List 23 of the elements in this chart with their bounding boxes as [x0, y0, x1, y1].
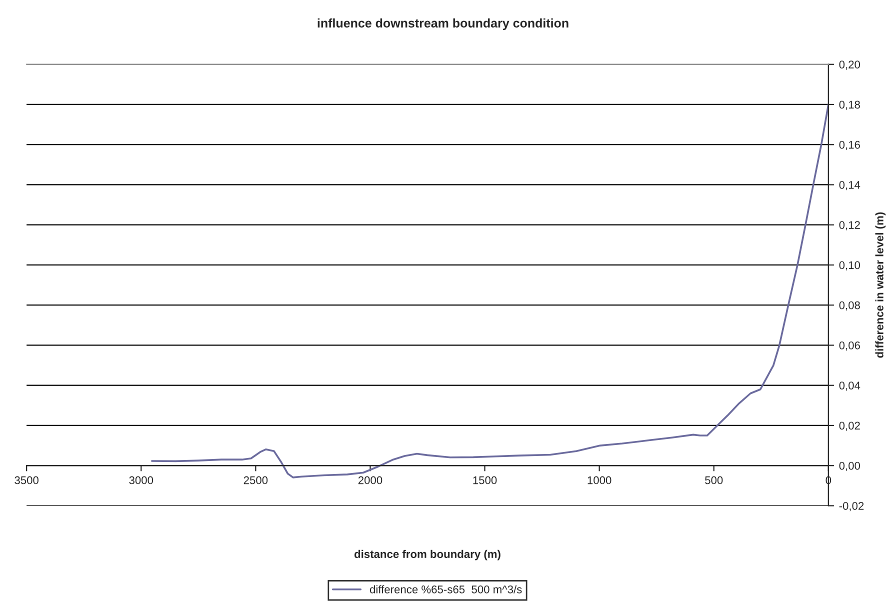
x-axis-title: distance from boundary (m) [354, 550, 500, 560]
y-axis-title: difference in water level (m) [875, 212, 886, 358]
x-tick-label: 500 [705, 476, 723, 484]
y-tick-label: 0,16 [839, 140, 860, 150]
y-tick-label: 0,00 [839, 462, 860, 472]
y-tick-label: 0,06 [839, 342, 860, 351]
y-tick-label: 0,20 [839, 60, 860, 70]
y-tick-label: 0,10 [839, 261, 860, 270]
y-tick-label: 0,04 [839, 382, 860, 391]
chart-title: influence downstream boundary condition [318, 18, 568, 30]
x-tick-label: 1500 [473, 476, 497, 484]
y-tick-label: 0,02 [839, 422, 860, 431]
y-tick-label: 0,18 [839, 100, 860, 110]
x-tick-label: 3500 [14, 476, 39, 484]
y-tick-label: 0,08 [839, 301, 860, 311]
y-tick-label: 0,12 [839, 221, 860, 230]
y-tick-label: 0,14 [839, 181, 860, 190]
x-tick-label: 2500 [244, 476, 268, 484]
y-tick-label: -0,02 [839, 502, 864, 512]
x-tick-label: 1000 [588, 476, 612, 484]
legend-label: difference %65-s65 500 m^3/s [370, 585, 522, 594]
x-tick-label: 2000 [358, 476, 382, 484]
x-tick-label: 3000 [129, 476, 154, 484]
